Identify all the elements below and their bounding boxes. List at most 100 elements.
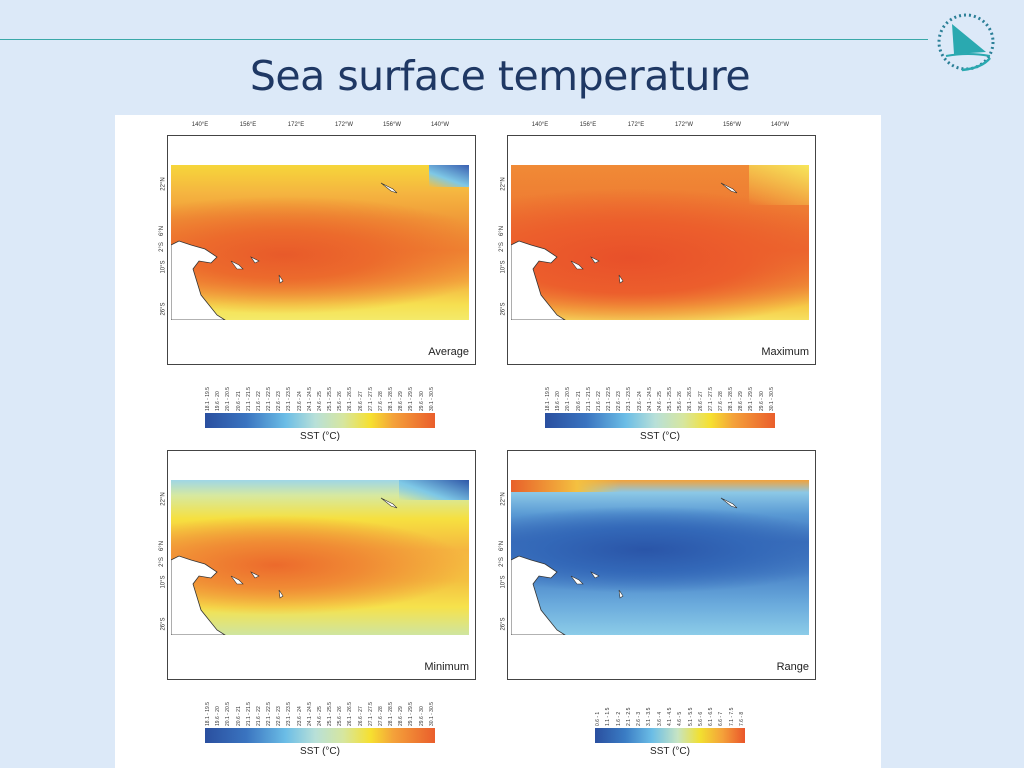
lat-tick-label: 2°S	[158, 557, 165, 567]
legend-tick: 2.1 - 2.5	[625, 707, 632, 726]
legend-tick: 27.1 - 27.5	[707, 387, 714, 411]
legend-tick: 23.6 - 24	[296, 391, 303, 411]
legend-tick: 20.1 - 20.5	[565, 387, 572, 411]
legend-tick: 23.6 - 24	[296, 706, 303, 726]
lat-tick-label: 2°S	[498, 557, 505, 567]
legend-tick: 30.1 - 30.5	[768, 387, 775, 411]
map-panel-maximum: 140°E 156°E 172°E 172°W 156°W 140°W 22°N 6°N 2°…	[499, 122, 816, 365]
colorbar	[545, 413, 775, 428]
legend-tick: 22.6 - 23	[276, 391, 283, 411]
slide-title: Sea surface temperature	[249, 52, 751, 100]
lat-tick-label: 6°N	[159, 225, 166, 237]
lon-tick-label: 156°E	[579, 122, 597, 128]
legend-tick: 30.1 - 30.5	[428, 702, 435, 726]
legend-tick: 19.6 - 20	[555, 391, 562, 411]
legend-tick: 21.6 - 22	[595, 391, 602, 411]
lon-tick-label: 172°W	[674, 122, 694, 128]
lat-tick-label: 22°N	[160, 492, 167, 506]
legend-tick: 4.1 - 4.5	[666, 707, 673, 726]
colorbar-title: SST (°C)	[640, 431, 680, 442]
legend-tick: 7.1 - 7.5	[728, 707, 735, 726]
colorbar	[595, 728, 745, 743]
legend-tick: 29.1 - 29.5	[408, 702, 415, 726]
australia-png-land	[171, 497, 398, 635]
legend-tick: 27.6 - 28	[717, 391, 724, 411]
legend-tick: 26.1 - 26.5	[347, 387, 354, 411]
legend-tick: 3.6 - 4	[656, 711, 663, 726]
lon-tick-label: 156°W	[382, 122, 402, 128]
legend-tick-labels: 18.1 - 19.5 19.6 - 20 20.1 - 20.5 20.6 - 21…	[205, 371, 435, 411]
legend-tick: 20.1 - 20.5	[225, 702, 232, 726]
lat-tick-label: 22°N	[500, 492, 507, 506]
legend-tick: 1.1 - 1.5	[605, 707, 612, 726]
legend-tick: 5.6 - 6	[697, 711, 704, 726]
legend-tick: 3.1 - 3.5	[646, 707, 653, 726]
legend-tick: 25.6 - 26	[677, 391, 684, 411]
legend-tick: 23.1 - 23.5	[286, 387, 293, 411]
lon-tick-label: 140°E	[191, 122, 209, 128]
legend-tick: 24.1 - 24.5	[306, 387, 313, 411]
colorbar	[205, 728, 435, 743]
panel-label: Range	[776, 661, 809, 673]
legend-tick: 19.6 - 20	[215, 391, 222, 411]
legend-tick: 25.1 - 25.5	[327, 702, 334, 726]
legend-tick: 5.1 - 5.5	[687, 707, 694, 726]
legend-tick: 23.6 - 24	[636, 391, 643, 411]
legend-tick: 28.6 - 29	[398, 706, 405, 726]
lat-tick-label: 2°S	[158, 242, 165, 252]
legend-tick: 26.6 - 27	[697, 391, 704, 411]
panel-label: Maximum	[761, 346, 809, 358]
legend-tick: 29.1 - 29.5	[748, 387, 755, 411]
legend-tick: 22.1 - 22.5	[606, 387, 613, 411]
panel-label: Average	[428, 346, 469, 358]
lat-tick-label: 6°N	[499, 540, 506, 552]
legend-tick: 23.1 - 23.5	[626, 387, 633, 411]
lat-tick-label: 6°N	[499, 225, 506, 237]
lon-tick-label: 140°W	[430, 122, 450, 128]
legend-tick: 20.6 - 21	[575, 391, 582, 411]
colorbar-title: SST (°C)	[300, 746, 340, 757]
map-panel-range: 22°N 6°N 2°S 10°S 26°S Range	[499, 450, 816, 680]
legend-tick: 20.6 - 21	[235, 391, 242, 411]
legend-tick: 23.1 - 23.5	[286, 702, 293, 726]
lat-tick-label: 10°S	[500, 260, 507, 274]
lat-tick-label: 26°S	[500, 617, 507, 631]
lat-tick-label: 26°S	[160, 617, 167, 631]
legend-tick: 24.1 - 24.5	[306, 702, 313, 726]
legend-tick: 29.6 - 30	[418, 391, 425, 411]
legend-tick: 26.1 - 26.5	[347, 702, 354, 726]
legend-tick: 6.1 - 6.5	[708, 707, 715, 726]
legend-tick: 28.1 - 28.5	[728, 387, 735, 411]
legend-tick: 27.6 - 28	[377, 391, 384, 411]
lon-tick-label: 172°W	[334, 122, 354, 128]
legend-tick: 18.1 - 19.5	[205, 702, 211, 726]
legend-tick: 27.6 - 28	[377, 706, 384, 726]
legend-tick: 25.1 - 25.5	[327, 387, 334, 411]
colorbar-title: SST (°C)	[650, 746, 690, 757]
australia-png-land	[171, 182, 398, 320]
australia-png-land	[511, 497, 738, 635]
legend-tick: 26.6 - 27	[357, 706, 364, 726]
legend-tick: 28.6 - 29	[398, 391, 405, 411]
lon-tick-label: 172°E	[627, 122, 645, 128]
legend-tick: 27.1 - 27.5	[367, 702, 374, 726]
legend-tick: 28.1 - 28.5	[388, 387, 395, 411]
legend-tick: 25.6 - 26	[337, 706, 344, 726]
legend-tick: 22.6 - 23	[616, 391, 623, 411]
legend-tick: 0.6 - 1	[595, 711, 601, 726]
colorbar	[205, 413, 435, 428]
sst-map	[511, 480, 809, 635]
legend-tick: 25.1 - 25.5	[667, 387, 674, 411]
legend-tick-labels: 18.1 - 19.5 19.6 - 20 20.1 - 20.5 20.6 - 21…	[545, 371, 775, 411]
australia-png-land	[511, 182, 738, 320]
legend-tick: 25.6 - 26	[337, 391, 344, 411]
legend-tick: 24.1 - 24.5	[646, 387, 653, 411]
legend-tick: 28.6 - 29	[738, 391, 745, 411]
lat-tick-label: 22°N	[160, 177, 167, 191]
legend-tick: 24.6 - 25	[656, 391, 663, 411]
lat-tick-label: 22°N	[500, 177, 507, 191]
lat-tick-label: 10°S	[160, 575, 167, 589]
lat-tick-label: 26°S	[160, 302, 167, 316]
legend-tick: 26.6 - 27	[357, 391, 364, 411]
lat-tick-label: 2°S	[498, 242, 505, 252]
